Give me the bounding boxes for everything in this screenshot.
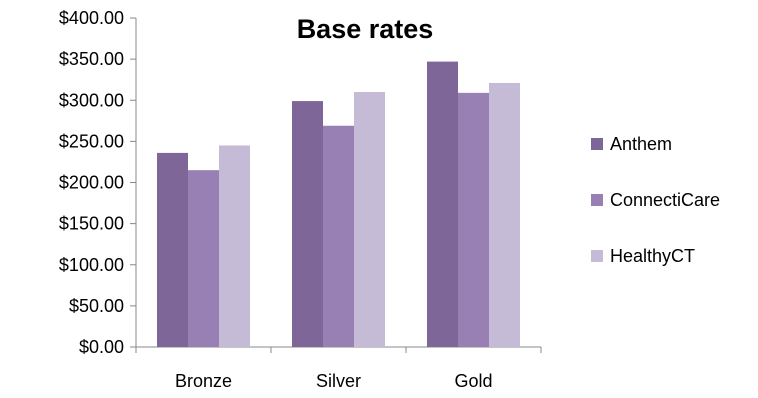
y-tick-label: $150.00 <box>59 214 124 234</box>
y-tick-label: $50.00 <box>69 296 124 316</box>
y-tick-label: $0.00 <box>79 337 124 357</box>
x-tick-label: Bronze <box>175 371 232 391</box>
bars <box>157 61 520 348</box>
y-tick-label: $100.00 <box>59 255 124 275</box>
legend-swatch-healthyct <box>591 250 603 262</box>
y-tick-label: $350.00 <box>59 49 124 69</box>
legend-swatch-anthem <box>591 138 603 150</box>
bar-connecticare-bronze <box>188 170 219 347</box>
bar-anthem-silver <box>292 101 323 347</box>
bar-connecticare-gold <box>458 92 489 347</box>
bar-healthyct-gold <box>489 82 520 347</box>
chart-title: Base rates <box>297 14 434 44</box>
legend-label-anthem: Anthem <box>610 134 672 154</box>
legend-label-healthyct: HealthyCT <box>610 246 695 266</box>
y-tick-label: $300.00 <box>59 90 124 110</box>
legend-swatch-connecticare <box>591 194 603 206</box>
y-tick-label: $250.00 <box>59 131 124 151</box>
y-tick-label: $200.00 <box>59 173 124 193</box>
legend-label-connecticare: ConnectiCare <box>610 190 720 210</box>
bar-anthem-bronze <box>157 152 188 347</box>
x-tick-label: Silver <box>316 371 361 391</box>
bar-anthem-gold <box>427 61 458 347</box>
bar-connecticare-silver <box>323 125 354 347</box>
bar-healthyct-bronze <box>219 145 250 347</box>
x-tick-label: Gold <box>454 371 492 391</box>
bar-healthyct-silver <box>354 92 385 348</box>
legend: Anthem ConnectiCare HealthyCT <box>591 134 720 266</box>
y-tick-label: $400.00 <box>59 8 124 28</box>
tick-labels: $0.00 $50.00 $100.00 $150.00 $200.00 $250.00 $… <box>59 8 493 391</box>
